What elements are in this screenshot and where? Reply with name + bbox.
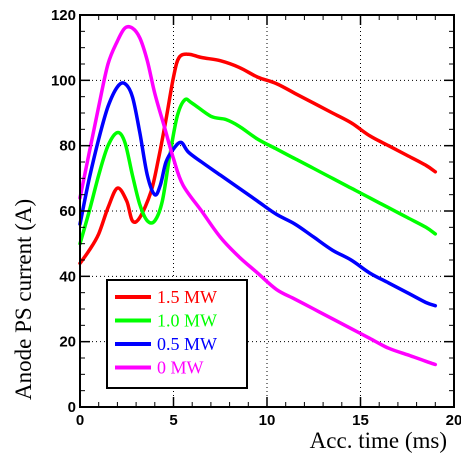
legend-label-0-mw: 0 MW	[157, 358, 204, 378]
legend-entries: 1.5 MW 1.0 MW 0.5 MW 0 MW	[115, 287, 217, 378]
x-tick-label: 0	[76, 412, 84, 429]
y-tick-label: 80	[59, 138, 76, 155]
x-tick-label: 10	[259, 412, 276, 429]
series-layer	[78, 24, 438, 367]
legend-label-1-0-mw: 1.0 MW	[157, 311, 217, 331]
axis-ticks	[79, 14, 455, 408]
legend-label-0-5-mw: 0.5 MW	[157, 334, 217, 354]
y-tick-label: 120	[51, 7, 76, 24]
x-tick-label: 5	[169, 412, 177, 429]
series-line-1-0-mw	[78, 97, 438, 246]
x-tick-label: 20	[446, 412, 461, 429]
legend-label-1-5-mw: 1.5 MW	[157, 287, 217, 307]
y-tick-label: 100	[51, 72, 76, 89]
grid-lines	[80, 15, 454, 407]
y-tick-label: 60	[59, 203, 76, 220]
x-tick-label: 15	[352, 412, 369, 429]
series-line-0-mw	[78, 24, 438, 367]
tick-labels: 0 5 10 15 20 0 20 40 60 80 100 120	[51, 7, 461, 429]
series-line-1-5-mw	[78, 52, 438, 266]
y-axis-title: Anode PS current (A)	[11, 199, 36, 400]
y-tick-label: 20	[59, 334, 76, 351]
y-tick-label: 40	[59, 268, 76, 285]
series-line-0-5-mw	[78, 81, 438, 308]
y-tick-label: 0	[68, 399, 76, 416]
legend: 1.5 MW 1.0 MW 0.5 MW 0 MW	[106, 279, 248, 389]
x-axis-title: Acc. time (ms)	[310, 428, 447, 453]
